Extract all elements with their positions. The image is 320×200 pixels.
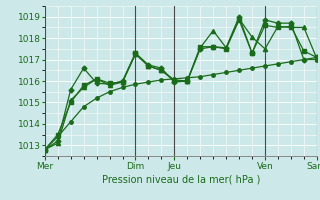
X-axis label: Pression niveau de la mer( hPa ): Pression niveau de la mer( hPa ): [102, 175, 260, 185]
